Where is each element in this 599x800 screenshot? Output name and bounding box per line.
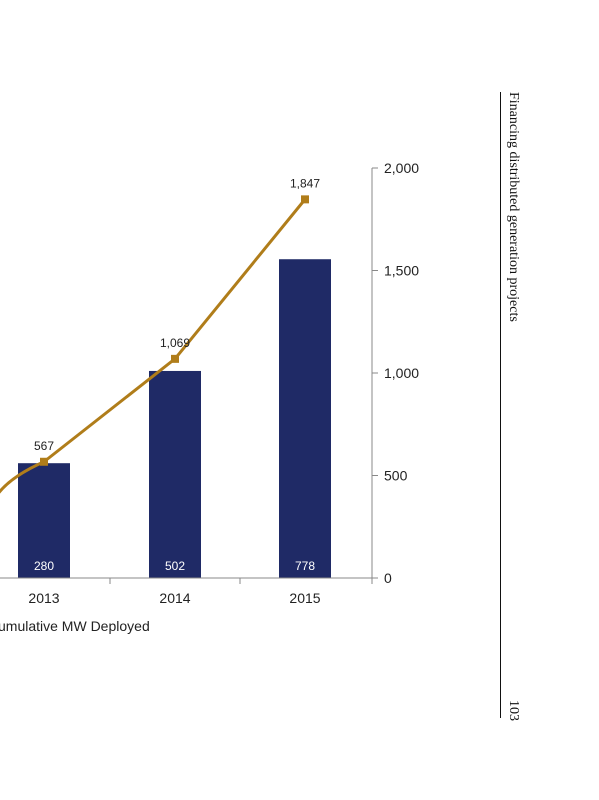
bar-inner-label-2015: 778 [295,559,315,573]
x-tick-group: 2013 2014 2015 [28,578,373,606]
y-tick-label: 1,500 [384,263,419,279]
line-data-label-2014: 1,069 [160,336,190,350]
bar-inner-label-2013: 280 [34,559,54,573]
x-tick-label-2015: 2015 [289,590,320,606]
running-head: Financing distributed generation project… [506,92,521,322]
y-tick-label: 2,000 [384,160,419,176]
y-tick-group: 0 500 1,000 1,500 2,000 [372,160,419,586]
line-data-label-2013: 567 [34,439,54,453]
line-marker-2014 [171,354,179,363]
line-marker-2013 [40,457,48,466]
legend-text: umulative MW Deployed [0,618,150,634]
x-tick-label-2013: 2013 [28,590,59,606]
bar-2013 [18,463,70,578]
x-tick-label-2014: 2014 [159,590,190,606]
bar-2015 [279,259,331,578]
page-rule [500,92,501,718]
bar-inner-label-2014: 502 [165,559,185,573]
line-marker-2015 [301,195,309,204]
bar-group [18,259,331,578]
line-series: 567 1,069 1,847 [0,176,320,494]
line-data-label-2015: 1,847 [290,176,320,190]
bar-2014 [149,370,201,578]
bar-inner-label-group: 280 502 778 [34,559,315,573]
page-number: 103 [506,700,521,721]
y-tick-label: 1,000 [384,365,419,381]
y-tick-label: 0 [384,570,392,586]
y-tick-label: 500 [384,468,408,484]
